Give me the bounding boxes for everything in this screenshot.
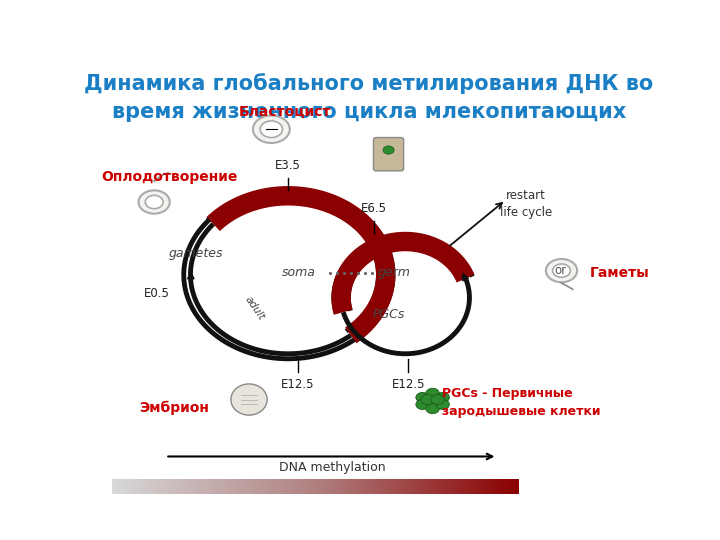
Circle shape: [416, 400, 429, 409]
Text: life cycle: life cycle: [500, 206, 552, 219]
Text: PGCs - Первичные: PGCs - Первичные: [441, 387, 572, 400]
Circle shape: [436, 393, 449, 402]
Circle shape: [426, 388, 439, 399]
Circle shape: [145, 195, 163, 208]
Text: Эмбрион: Эмбрион: [139, 401, 209, 415]
Text: Гаметы: Гаметы: [590, 266, 649, 280]
Text: or: or: [554, 264, 567, 277]
Text: germ: germ: [378, 266, 410, 279]
Circle shape: [138, 191, 170, 214]
Circle shape: [383, 146, 394, 154]
Circle shape: [436, 400, 449, 409]
FancyBboxPatch shape: [374, 138, 404, 171]
Circle shape: [260, 121, 282, 138]
Text: Бластоцист: Бластоцист: [239, 105, 331, 119]
Text: E12.5: E12.5: [392, 378, 426, 391]
Text: время жизненного цикла млекопитающих: время жизненного цикла млекопитающих: [112, 102, 626, 122]
Circle shape: [421, 395, 434, 404]
Circle shape: [253, 116, 289, 143]
Ellipse shape: [231, 384, 267, 415]
Text: soma: soma: [282, 266, 316, 279]
Text: E12.5: E12.5: [281, 378, 315, 391]
Text: DNA methylation: DNA methylation: [279, 461, 386, 474]
Text: gametes: gametes: [168, 247, 223, 260]
Text: E3.5: E3.5: [275, 159, 301, 172]
Circle shape: [552, 264, 570, 277]
Text: Динамика глобального метилирования ДНК во: Динамика глобального метилирования ДНК в…: [84, 73, 654, 94]
Text: зародышевые клетки: зародышевые клетки: [441, 406, 600, 419]
Circle shape: [546, 259, 577, 282]
Text: restart: restart: [505, 190, 546, 202]
Circle shape: [431, 395, 444, 404]
Text: adult: adult: [243, 294, 266, 322]
Text: PGCs: PGCs: [372, 308, 405, 321]
Text: Оплодотворение: Оплодотворение: [101, 170, 238, 184]
Text: E0.5: E0.5: [144, 287, 170, 300]
Circle shape: [426, 404, 439, 414]
Text: E6.5: E6.5: [361, 202, 387, 215]
Circle shape: [416, 393, 429, 402]
